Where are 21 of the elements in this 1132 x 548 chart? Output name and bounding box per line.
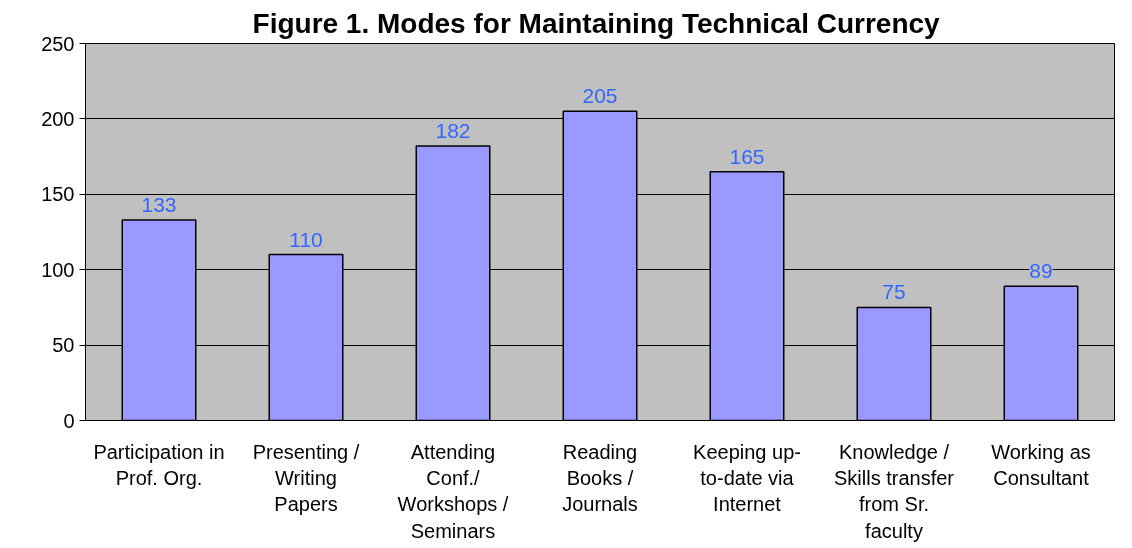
data-label: 165 xyxy=(729,144,765,168)
y-tick-label: 50 xyxy=(52,334,75,357)
x-tick-label: Participation in Prof. Org. xyxy=(93,440,225,489)
y-tick-label: 150 xyxy=(41,183,75,206)
data-label: 110 xyxy=(289,227,323,251)
data-label: 89 xyxy=(1029,259,1053,283)
data-label: 205 xyxy=(582,84,618,108)
x-tick-label: Working as Consultant xyxy=(991,440,1091,489)
x-tick-label: Knowledge / Skills transfer from Sr. faculty xyxy=(833,440,955,542)
x-tick-label: Attending Conf./ Workshops / Seminars xyxy=(397,440,509,542)
y-tick-label: 100 xyxy=(41,258,75,281)
y-tick-label: 250 xyxy=(41,32,75,55)
y-tick-label: 200 xyxy=(41,107,75,130)
x-tick-label: Presenting / Writing Papers xyxy=(252,440,360,516)
chart-title: Figure 1. Modes for Maintaining Technical Currency xyxy=(252,7,941,39)
data-label: 182 xyxy=(435,119,471,143)
x-tick-label: Keeping up- to-date via Internet xyxy=(693,440,801,516)
data-label: 75 xyxy=(882,280,906,304)
data-label: 133 xyxy=(141,192,177,216)
x-tick-label: Reading Books / Journals xyxy=(562,440,638,516)
y-tick-label: 0 xyxy=(63,409,75,432)
